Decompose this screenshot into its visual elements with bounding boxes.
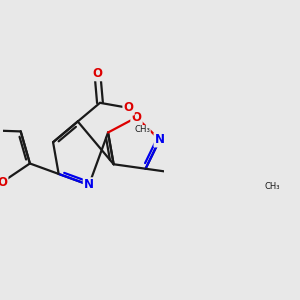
Text: N: N [84,178,94,191]
Text: O: O [0,176,7,189]
Text: N: N [84,178,94,191]
Text: N: N [155,133,165,146]
Text: O: O [131,111,142,124]
Text: O: O [131,111,142,124]
Text: O: O [124,101,134,114]
Text: CH₃: CH₃ [134,125,150,134]
Text: O: O [92,67,102,80]
Text: CH₃: CH₃ [265,182,280,191]
Text: N: N [155,133,165,146]
